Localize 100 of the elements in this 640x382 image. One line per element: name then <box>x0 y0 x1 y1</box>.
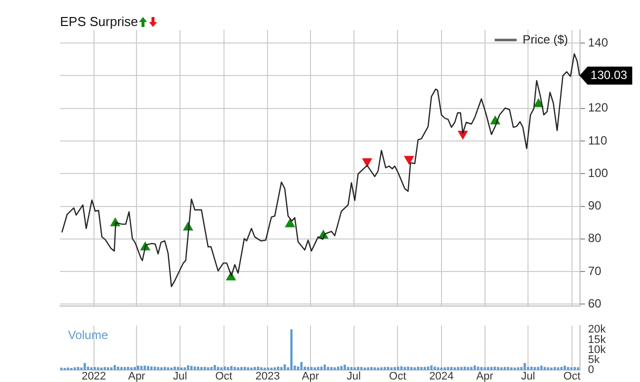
bar <box>124 367 126 370</box>
x-tick-label: Oct <box>389 370 406 382</box>
y-tick-label: 140 <box>588 35 608 50</box>
bar <box>546 367 550 370</box>
bar <box>374 367 376 370</box>
bar <box>444 367 446 370</box>
bar <box>196 366 200 370</box>
bar <box>334 367 336 370</box>
bar <box>74 367 76 370</box>
bar <box>474 365 476 370</box>
bar <box>436 367 440 370</box>
x-tick-label: Apr <box>476 370 494 382</box>
bar <box>114 365 116 370</box>
bar <box>276 366 280 370</box>
bar <box>246 367 250 370</box>
x-tick-label: 2024 <box>429 370 454 382</box>
bar <box>224 366 226 370</box>
point <box>285 218 295 228</box>
bar <box>504 367 506 370</box>
bar <box>414 367 416 370</box>
y-tick-label: 0 <box>588 364 594 376</box>
y-tick-label: 20k <box>588 324 606 336</box>
bar <box>576 367 580 370</box>
bar <box>464 366 466 370</box>
bar <box>434 366 436 370</box>
bar <box>424 366 426 370</box>
y-tick-label: 110 <box>588 133 608 148</box>
bar <box>104 367 106 370</box>
bar <box>500 367 503 370</box>
bar <box>516 367 520 370</box>
bar <box>574 367 576 370</box>
x-tick-label: Apr <box>128 370 146 382</box>
bar <box>154 366 156 370</box>
bar <box>554 367 556 370</box>
y-tick-label: 120 <box>588 100 608 115</box>
x-tick-label: 2023 <box>255 370 280 382</box>
bar <box>510 367 513 370</box>
bar <box>454 367 456 370</box>
bar <box>524 363 526 370</box>
bar <box>396 366 400 370</box>
bar <box>556 367 560 370</box>
bar <box>244 366 246 370</box>
bar <box>130 367 133 370</box>
bar <box>404 366 406 370</box>
bar <box>214 365 216 370</box>
bar <box>184 367 186 370</box>
y-tick-label: 60 <box>588 296 602 310</box>
x-tick-label: 2022 <box>82 370 106 382</box>
chart-title: EPS Surprise <box>60 14 138 29</box>
bar <box>336 366 340 370</box>
legend-label: Price ($) <box>522 32 568 46</box>
bar <box>194 366 196 370</box>
bar <box>186 365 190 370</box>
bar <box>364 367 366 370</box>
bar <box>544 367 546 370</box>
bar <box>256 366 260 370</box>
bar <box>236 367 240 370</box>
bar <box>204 366 206 370</box>
bar <box>94 367 96 370</box>
bar <box>106 367 110 370</box>
bar <box>206 367 210 370</box>
bar <box>96 367 100 370</box>
bar <box>354 367 356 370</box>
bar <box>530 366 533 370</box>
bar <box>134 367 136 370</box>
bar <box>86 366 90 370</box>
bar <box>494 366 496 370</box>
y-tick-label: 70 <box>588 264 602 278</box>
bar <box>84 363 86 370</box>
x-tick-label: Jul <box>172 370 188 382</box>
bar <box>416 366 420 370</box>
bar <box>564 366 566 370</box>
bar <box>164 366 166 370</box>
bar <box>234 366 236 370</box>
bar <box>90 367 93 370</box>
x-tick-label: Apr <box>302 370 320 382</box>
bar <box>324 364 326 370</box>
y-tick-label: 90 <box>588 198 602 213</box>
bar <box>160 367 163 370</box>
bar <box>110 367 113 370</box>
y-tick-label: 15k <box>588 334 606 346</box>
bar <box>400 366 403 370</box>
bar <box>484 367 486 370</box>
bar <box>366 367 370 370</box>
bar <box>144 366 146 370</box>
x-tick-label: Oct <box>563 370 580 382</box>
bar <box>314 367 316 370</box>
bar <box>534 367 536 370</box>
y-tick-label: 80 <box>588 231 602 246</box>
bar <box>320 366 323 370</box>
bar <box>174 366 176 370</box>
y-tick-label: 100 <box>588 166 608 180</box>
bar <box>390 367 393 370</box>
bar <box>476 366 480 370</box>
bar <box>514 367 516 370</box>
bar <box>384 367 386 370</box>
x-tick-label: Jul <box>346 370 361 382</box>
bar <box>166 367 170 370</box>
y-tick-label: 5k <box>588 354 600 366</box>
annotation: 130.03 <box>590 68 628 82</box>
